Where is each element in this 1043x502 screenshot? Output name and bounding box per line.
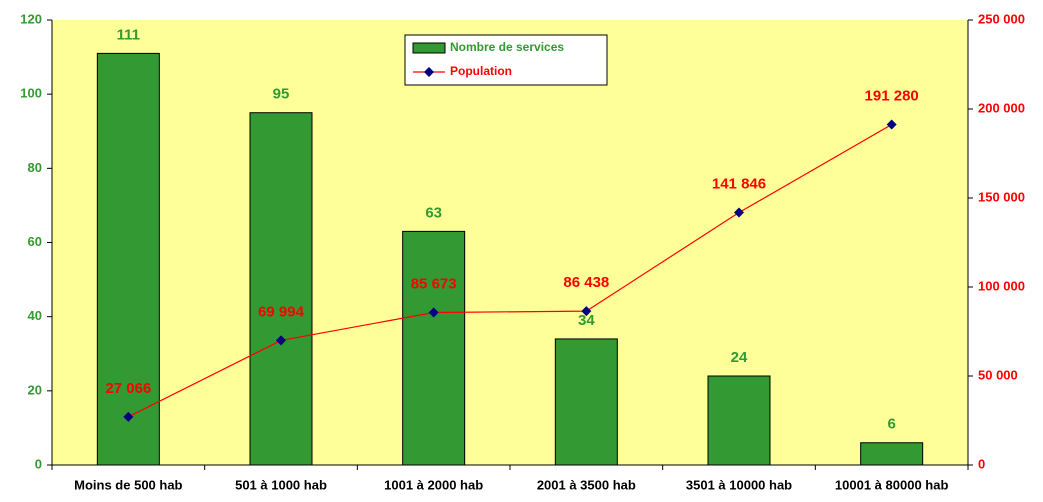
marker <box>581 306 592 317</box>
legend-label: Nombre de services <box>450 40 564 54</box>
marker <box>276 335 286 346</box>
y-tick-label: 40 <box>28 308 42 323</box>
line <box>128 124 892 418</box>
y2-tick-label: 0 <box>978 456 985 471</box>
bar-label: 63 <box>425 204 442 221</box>
point-label: 69 994 <box>258 303 305 320</box>
legend-label: Population <box>450 64 512 78</box>
marker <box>123 411 134 422</box>
x-tick-label: 1001 à 2000 hab <box>384 477 483 492</box>
x-tick-label: 2001 à 3500 hab <box>537 477 636 492</box>
x-tick-label: 10001 à 80000 hab <box>835 477 949 492</box>
y-tick-label: 20 <box>28 382 42 397</box>
bar-label: 111 <box>117 26 140 43</box>
bar <box>707 375 771 466</box>
bar <box>249 112 313 466</box>
bar-label: 24 <box>731 349 748 366</box>
y-tick-label: 100 <box>20 86 42 101</box>
bar <box>554 338 618 466</box>
bar <box>96 52 160 466</box>
x-tick-label: 501 à 1000 hab <box>235 477 327 492</box>
legend-box <box>404 34 608 86</box>
x-tick-label: Moins de 500 hab <box>74 477 182 492</box>
y2-tick-label: 50 000 <box>978 367 1018 382</box>
y-tick-label: 60 <box>28 234 42 249</box>
bar-label: 95 <box>273 86 290 103</box>
y2-tick-label: 250 000 <box>978 11 1025 26</box>
y2-tick-label: 100 000 <box>978 278 1025 293</box>
marker <box>734 207 744 218</box>
x-tick-label: 3501 à 10000 hab <box>686 477 792 492</box>
bar <box>860 442 924 466</box>
y2-tick-label: 200 000 <box>978 100 1025 115</box>
y-tick-label: 80 <box>28 160 42 175</box>
point-label: 27 066 <box>105 380 151 397</box>
point-label: 85 673 <box>411 275 457 292</box>
marker <box>886 119 897 130</box>
point-label: 191 280 <box>865 87 919 104</box>
legend-swatch <box>412 42 446 54</box>
bar-label: 34 <box>578 312 595 329</box>
legend-marker <box>424 67 434 77</box>
bar <box>402 230 466 466</box>
y2-tick-label: 150 000 <box>978 189 1025 204</box>
y-tick-label: 120 <box>20 11 42 26</box>
point-label: 141 846 <box>712 175 766 192</box>
bar-label: 6 <box>887 416 895 433</box>
marker <box>428 307 439 318</box>
y-tick-label: 0 <box>35 456 42 471</box>
plot-area <box>52 20 968 465</box>
point-label: 86 438 <box>563 274 609 291</box>
